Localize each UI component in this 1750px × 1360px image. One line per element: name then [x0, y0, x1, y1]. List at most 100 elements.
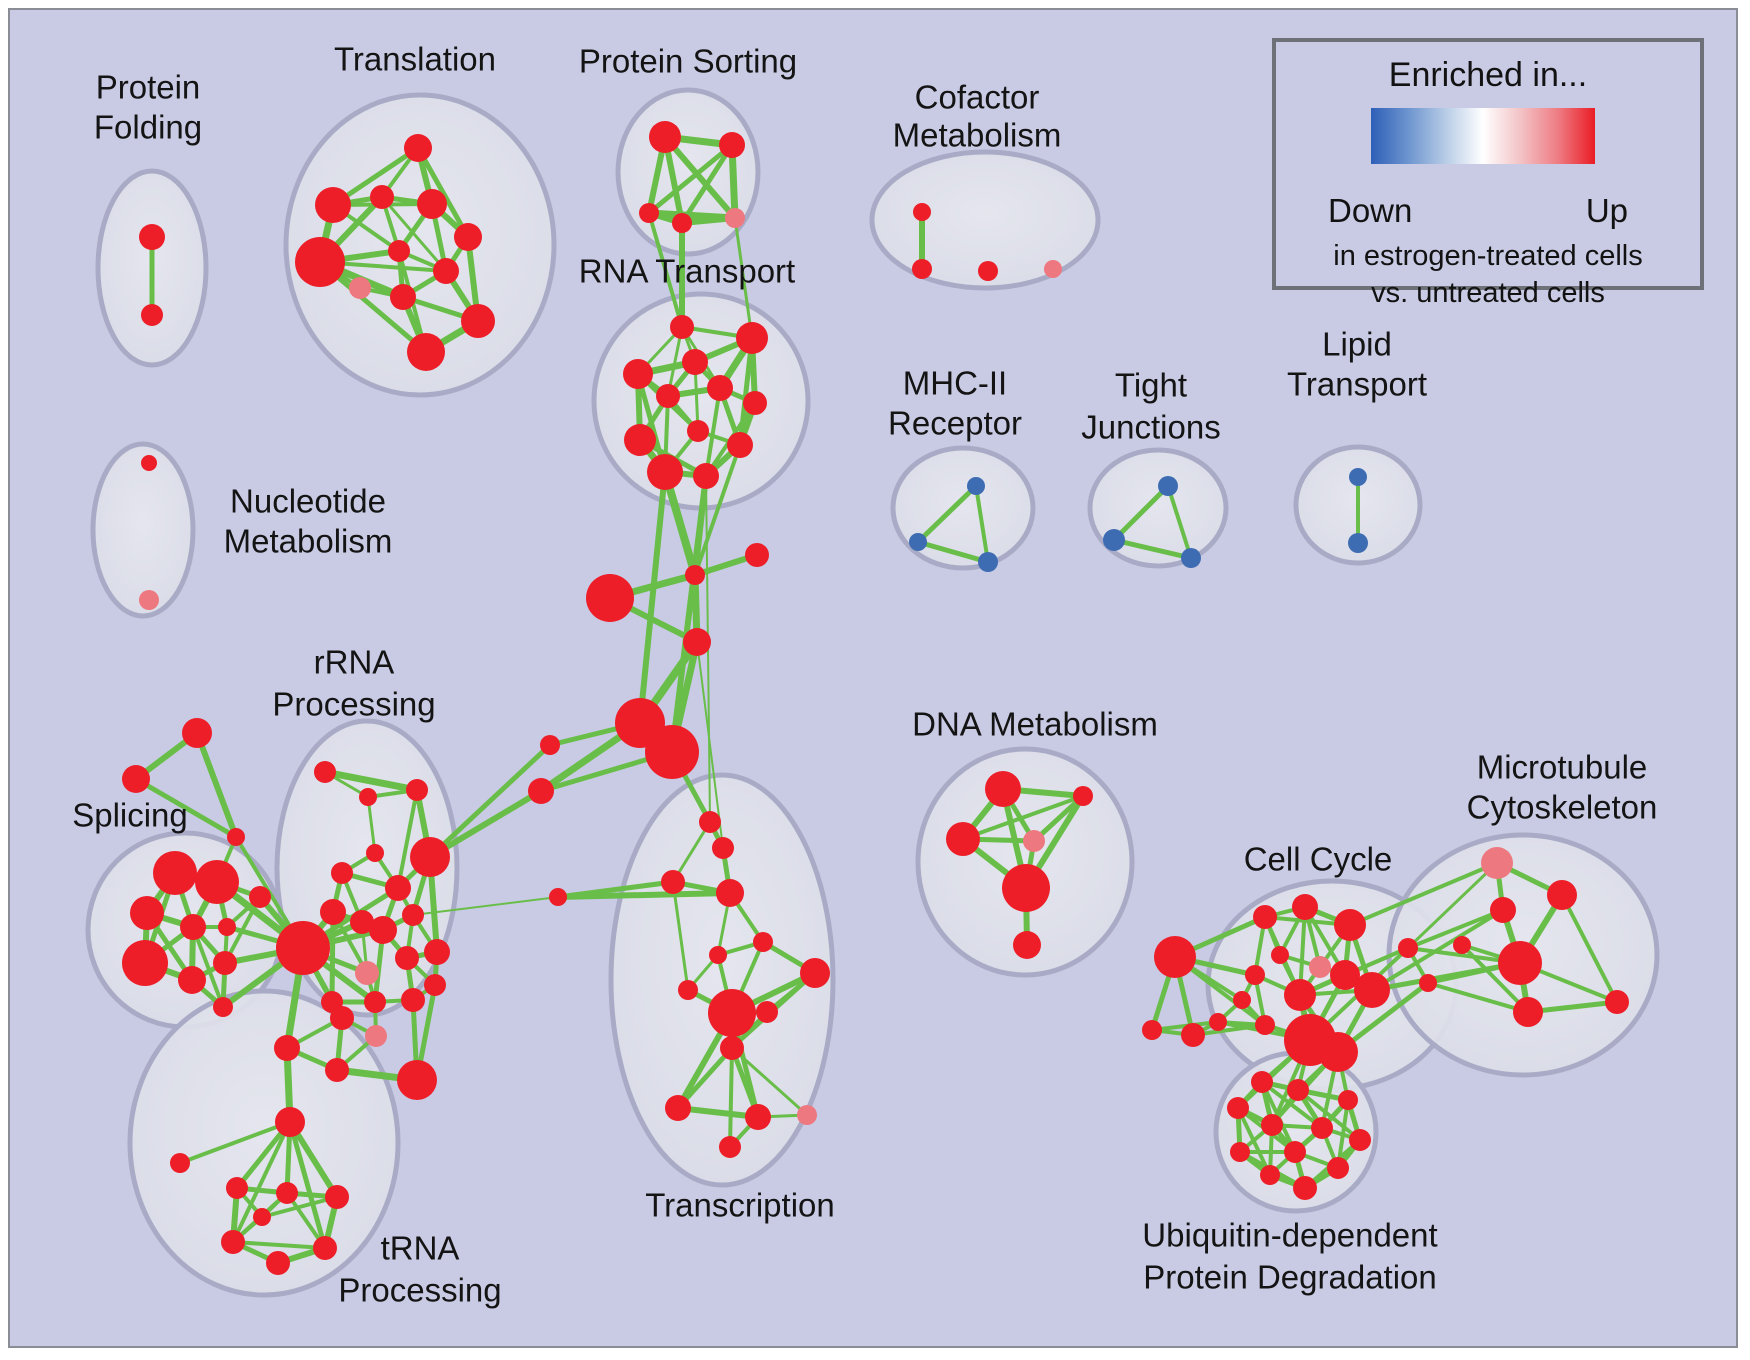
network-node-ubiquitin: [1251, 1071, 1273, 1093]
network-edge-protein_sorting: [662, 134, 738, 221]
network-node-transcription: [678, 980, 698, 1000]
network-node-rrna: [350, 910, 374, 934]
cluster-label-protein_folding: Folding: [94, 109, 202, 146]
network-node-hub: [586, 574, 634, 622]
network-edge-trna: [260, 1195, 339, 1219]
network-node-trna: [325, 1185, 349, 1209]
network-node-rrna: [314, 761, 336, 783]
network-node-rna_transport: [707, 375, 733, 401]
network-node-splicing: [195, 860, 239, 904]
network-node-rrna: [385, 875, 411, 901]
network-node-splicing: [227, 828, 245, 846]
cluster-label-cofactor: Metabolism: [893, 117, 1062, 154]
network-node-cellcycle: [1292, 894, 1318, 920]
network-edge-rrna: [321, 768, 421, 794]
network-node-transcription: [719, 1136, 741, 1158]
network-node-cellcycle: [1354, 972, 1390, 1008]
network-node-rna_transport: [656, 384, 680, 408]
cluster-label-lipid: Lipid: [1322, 326, 1392, 363]
network-node-tight: [1103, 529, 1125, 551]
network-edge-link: [412, 896, 559, 916]
network-node-splicing: [249, 886, 271, 908]
network-edge-link: [696, 641, 724, 849]
network-node-trna: [226, 1177, 248, 1199]
network-node-transcription: [800, 958, 830, 988]
cluster-label-dna: DNA Metabolism: [912, 706, 1158, 743]
network-edge-protein_sorting: [679, 142, 735, 226]
network-node-trna: [170, 1153, 190, 1173]
network-edge-translation: [380, 195, 448, 273]
legend-subtitle-line1: in estrogen-treated cells: [1333, 240, 1643, 272]
cluster-label-ubiquitin: Protein Degradation: [1143, 1259, 1437, 1296]
network-edge-link: [733, 216, 754, 340]
network-node-ubiquitin: [1287, 1079, 1309, 1101]
network-node-hub: [685, 565, 705, 585]
network-node-ubiquitin: [1230, 1142, 1250, 1162]
network-node-lipid: [1349, 468, 1367, 486]
network-edge-mhc: [915, 539, 991, 565]
network-node-ubiquitin: [1349, 1129, 1371, 1151]
cluster-label-mhc: MHC-II: [903, 365, 1007, 402]
network-node-ubiquitin: [1327, 1157, 1349, 1179]
network-node-hub: [540, 735, 560, 755]
network-edge-rrna: [396, 788, 419, 890]
network-edge-cellcycle: [1150, 1020, 1220, 1032]
network-node-rrna: [330, 1006, 354, 1030]
network-node-cellcycle: [1181, 1023, 1205, 1047]
network-node-ubiquitin: [1260, 1165, 1280, 1185]
network-node-rrna: [274, 1035, 300, 1061]
network-edge-transcription: [675, 1105, 761, 1120]
network-node-cellcycle: [1318, 1032, 1358, 1072]
network-node-transcription: [720, 1036, 744, 1060]
network-node-rrna: [366, 844, 384, 862]
network-node-rrna: [320, 899, 346, 925]
network-node-rrna: [395, 946, 419, 970]
network-node-rrna: [424, 939, 450, 965]
network-node-ubiquitin: [1338, 1090, 1358, 1110]
network-node-rrna: [406, 779, 428, 801]
network-node-rrna: [397, 1060, 437, 1100]
network-node-splicing: [178, 966, 206, 994]
network-node-leftnet: [276, 921, 330, 975]
network-edge-trna: [178, 1120, 292, 1165]
cluster-label-rrna: rRNA: [314, 644, 395, 681]
network-node-transcription: [709, 946, 727, 964]
cluster-label-lipid: Transport: [1287, 366, 1427, 403]
network-node-splicing: [122, 765, 150, 793]
network-edge-rrna: [366, 795, 377, 855]
cluster-label-tight: Tight: [1115, 367, 1187, 404]
network-node-dna: [946, 822, 980, 856]
cluster-ellipse-trna: [127, 988, 401, 1298]
network-edge-transcription: [730, 1046, 809, 1117]
network-node-splicing: [182, 718, 212, 748]
network-node-tight: [1181, 548, 1201, 568]
network-node-mhc: [909, 533, 927, 551]
network-node-splicing: [213, 997, 233, 1017]
cluster-label-rrna: Processing: [272, 686, 435, 723]
network-edge-splicing: [133, 776, 239, 840]
network-node-cofactor: [978, 261, 998, 281]
network-node-transcription: [665, 1095, 691, 1121]
network-node-cellcycle: [1245, 965, 1265, 985]
network-node-nucleotide: [141, 455, 157, 471]
network-node-trna: [275, 1107, 305, 1137]
cluster-label-mhc: Receptor: [888, 405, 1022, 442]
network-edge-translation: [415, 145, 471, 240]
network-node-transcription: [699, 811, 721, 833]
network-node-splicing: [218, 918, 236, 936]
network-node-lipid: [1348, 533, 1368, 553]
network-node-protein_sorting: [672, 213, 692, 233]
network-edge-splicing: [194, 730, 239, 840]
cluster-label-microtubule: Cytoskeleton: [1467, 789, 1658, 826]
cluster-label-trna: Processing: [338, 1272, 501, 1309]
network-node-cellcycle: [1334, 909, 1366, 941]
network-node-rna_transport: [743, 391, 767, 415]
cluster-label-nucleotide: Metabolism: [224, 523, 393, 560]
network-node-nucleotide: [139, 590, 159, 610]
network-node-hub: [528, 778, 554, 804]
network-node-rrna: [325, 1058, 349, 1082]
cluster-label-microtubule: Microtubule: [1477, 749, 1648, 786]
network-node-dna: [1023, 830, 1045, 852]
legend-up-label: Up: [1585, 192, 1628, 229]
network-edge-rna_transport: [704, 386, 722, 478]
